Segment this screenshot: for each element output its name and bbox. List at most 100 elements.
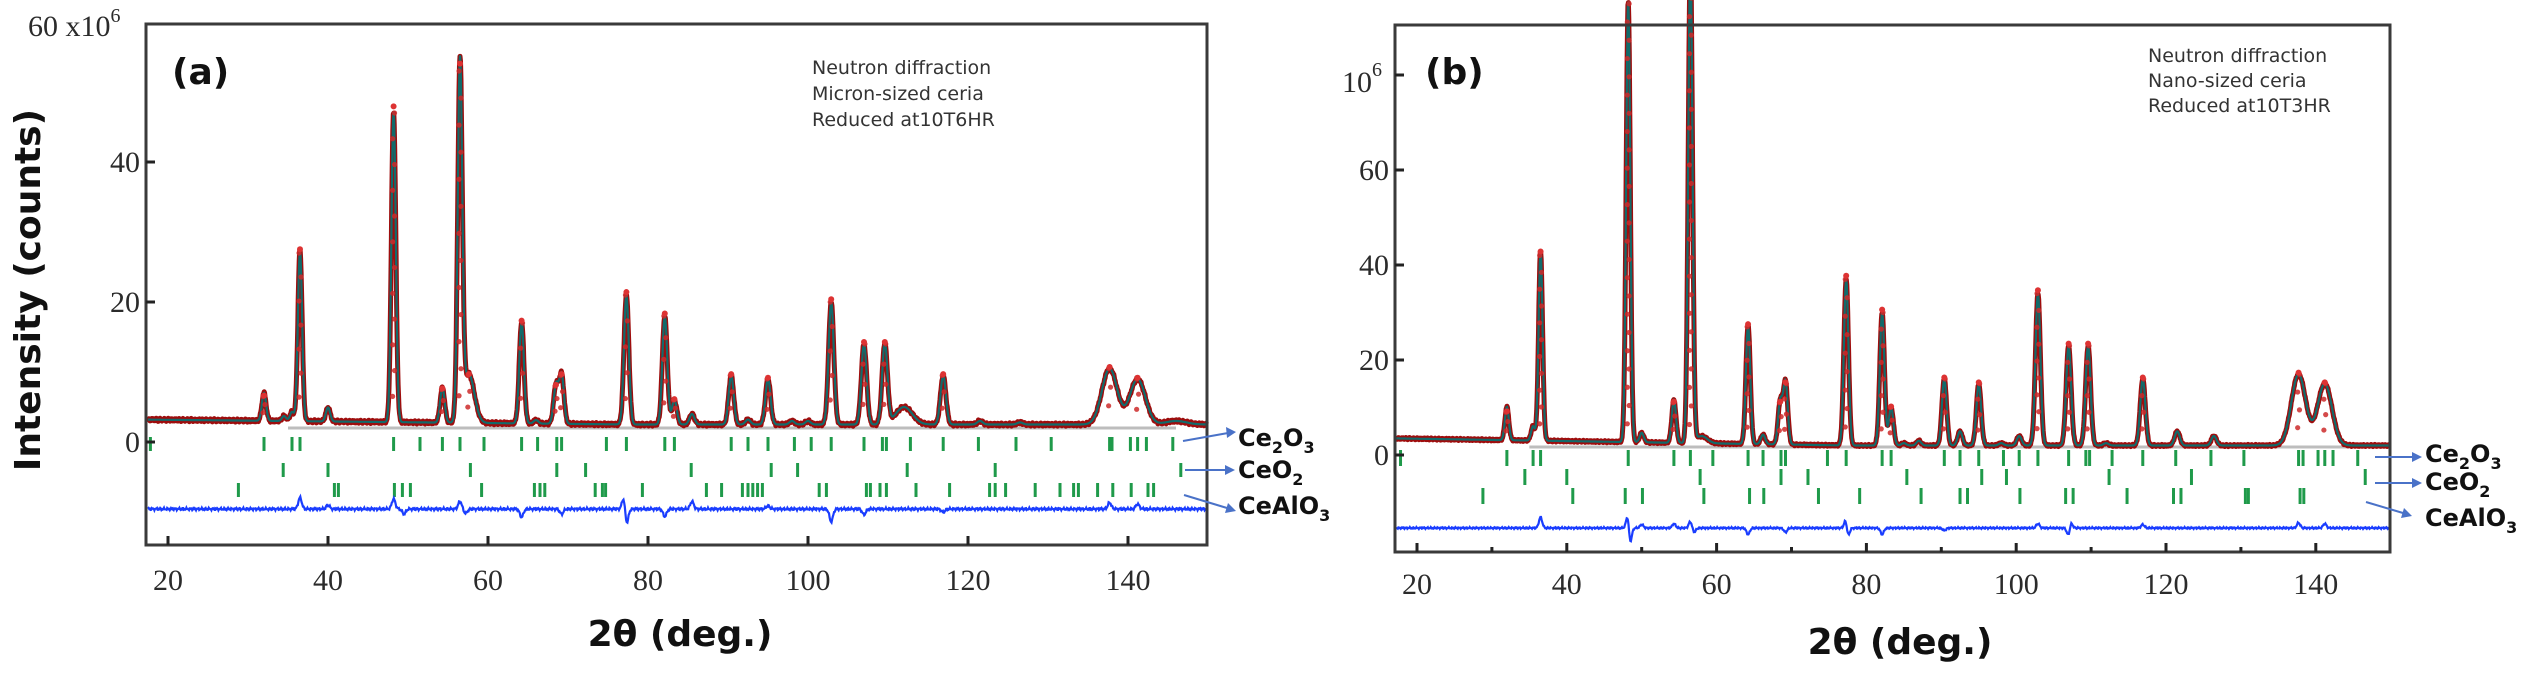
panel-a-peak-9-max-point — [518, 317, 525, 324]
panel-a-peak-8-max-point — [465, 371, 472, 378]
panel-b-observed-point — [2084, 393, 2090, 399]
panel-b-observed-point — [1940, 426, 1946, 432]
panel-b-observed-point — [1688, 180, 1694, 187]
panel-b-observed-point — [1975, 427, 1981, 433]
panel-a-observed-point — [390, 290, 396, 296]
panel-b-observed-point — [1624, 19, 1630, 25]
panel-a-observed-point — [881, 361, 887, 367]
panel-b-observed-point — [1880, 409, 1886, 415]
panel-a-peak-26-max-point — [940, 371, 947, 378]
panel-b-observed-point — [1538, 337, 1545, 343]
panel-b-observed-point — [1688, 255, 1694, 261]
panel-b-observed-point — [1626, 293, 1632, 299]
panel-a-peak-5-max-point — [390, 103, 397, 110]
panel-a-annotation-line-1: Neutron diffraction — [812, 57, 991, 79]
panel-b-observed-point — [1626, 402, 1632, 409]
panel-b-difference-curve — [1395, 515, 2391, 543]
panel-a-observed-point — [456, 284, 462, 291]
panel-b-observed-point — [1975, 396, 1981, 402]
panel-a-observed-point — [391, 213, 398, 219]
panel-b-observed-point — [1688, 366, 1694, 372]
panel-b-observed-point — [1537, 286, 1543, 292]
panel-a-x-tick-label-20: 20 — [153, 564, 183, 597]
panel-b-observed-point — [1686, 310, 1693, 316]
panel-a-observed-point — [860, 361, 866, 367]
panel-a-observed-point — [390, 393, 396, 399]
panel-a-y-tick-label-0: 0 — [125, 426, 140, 459]
panel-a-observed-point — [881, 401, 887, 407]
panel-a-observed-point — [860, 401, 866, 407]
panel-b-observed-point — [1887, 430, 1893, 436]
panel-b-observed-point — [1688, 217, 1694, 224]
panel-a-phase-label-cealo3: CeAlO3 — [1238, 492, 1330, 525]
panel-b-observed-point — [2295, 425, 2301, 431]
panel-a-observed-point — [941, 389, 947, 395]
panel-b-observed-point — [1537, 387, 1543, 393]
panel-a-observed-point — [391, 110, 398, 116]
panel-a-observed-point — [883, 381, 889, 387]
panel-b-observed-point — [1842, 313, 1848, 319]
panel-b-observed-point — [1688, 32, 1694, 38]
panel-a-arrow-ce2o3 — [1182, 432, 1229, 442]
panel-b-axis-ticks: 20 40 60 80 100 120 140 0 20 40 60 — [1359, 73, 2338, 601]
panel-a-observed-point — [829, 323, 835, 330]
panel-a-observed-point — [827, 348, 833, 354]
panel-b-observed-point — [2321, 396, 2327, 402]
panel-b-phase-legend: Ce2O3 CeO2 CeAlO3 — [2365, 440, 2517, 537]
panel-a-observed-point — [766, 391, 772, 397]
panel-b-arrowhead-ceo2 — [2412, 478, 2422, 488]
panel-b-y-tick-label-0: 0 — [1374, 439, 1389, 472]
panel-a-annotation-line-3: Reduced at10T6HR — [812, 109, 995, 131]
panel-a-y-multiplier-base: 60 x10 — [28, 10, 111, 43]
panel-a-arrowhead-ceo2 — [1225, 465, 1235, 475]
panel-a-observed-point — [390, 239, 396, 245]
panel-b-observed-point — [1626, 256, 1632, 263]
panel-b-observed-point — [1686, 273, 1693, 279]
panel-b-calculated-curve — [1396, 0, 2390, 447]
phase-label-subscript: 2 — [1272, 438, 1283, 457]
panel-b-observed-point — [1672, 413, 1678, 419]
panel-a-x-tick-label-40: 40 — [313, 564, 343, 597]
panel-a-observed-point — [1107, 384, 1114, 390]
panel-b-arrowhead-ce2o3 — [2412, 452, 2422, 462]
panel-b-observed-point — [1626, 74, 1632, 80]
panel-a-peak-22-max-point — [828, 296, 835, 303]
panel-b-observed-point — [1844, 369, 1850, 375]
panel-a-annotation-line-2: Micron-sized ceria — [812, 83, 984, 105]
panel-b-observed-point — [2296, 407, 2303, 413]
panel-b-observed-point — [2036, 375, 2042, 381]
panel-b-observed-point — [1977, 412, 1983, 418]
panel-b-observed-point — [1537, 421, 1543, 427]
panel-b-y-multiplier-exp: 6 — [1372, 59, 1382, 81]
phase-label-subscript: 2 — [2479, 482, 2490, 501]
panel-b-observed-point — [1878, 393, 1884, 399]
panel-b-x-tick-label-120: 120 — [2144, 568, 2189, 601]
panel-b-observed-point — [1626, 329, 1632, 336]
panel-b-label: (b) — [1425, 52, 1484, 93]
panel-b-observed-point — [1626, 183, 1632, 189]
panel-b-x-tick-label-20: 20 — [1402, 568, 1432, 601]
panel-b-phase-label-ce2o3: Ce2O3 — [2425, 440, 2502, 473]
panel-a-observed-point — [672, 405, 678, 411]
panel-a-observed-point — [829, 372, 835, 379]
panel-b-observed-point — [1686, 88, 1693, 94]
panel-b-observed-point — [1624, 311, 1630, 317]
panel-a-observed-point — [862, 381, 868, 387]
panel-b-observed-point — [1686, 199, 1693, 205]
panel-a-observed-point — [939, 405, 945, 411]
panel-a-peak-13-max-point — [623, 289, 630, 296]
panel-a-observed-point — [661, 356, 667, 362]
panel-b-peak-6-max-point — [1670, 398, 1677, 405]
panel-b-observed-point — [2065, 359, 2071, 365]
panel-b-observed-point — [1844, 405, 1850, 412]
panel-a-observed-point — [391, 367, 398, 374]
panel-a-peak-11-max-point — [553, 381, 559, 388]
panel-a-label: (a) — [172, 52, 229, 93]
panel-a-observed-point — [262, 401, 268, 408]
phase-label-part: CeO — [2425, 468, 2479, 496]
panel-b-observed-point — [1624, 128, 1630, 135]
panel-b-y-tick-label-20: 20 — [1359, 344, 1389, 377]
panel-b-observed-point — [2295, 389, 2301, 395]
panel-a-observed-point — [624, 318, 630, 324]
